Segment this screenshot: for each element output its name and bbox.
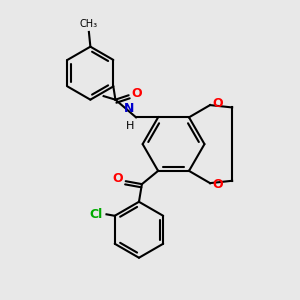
Text: Cl: Cl (90, 208, 103, 221)
Text: O: O (131, 87, 142, 100)
Text: O: O (212, 97, 223, 110)
Text: O: O (113, 172, 123, 185)
Text: CH₃: CH₃ (80, 19, 98, 29)
Text: O: O (212, 178, 223, 191)
Text: N: N (124, 102, 134, 115)
Text: H: H (126, 121, 134, 131)
